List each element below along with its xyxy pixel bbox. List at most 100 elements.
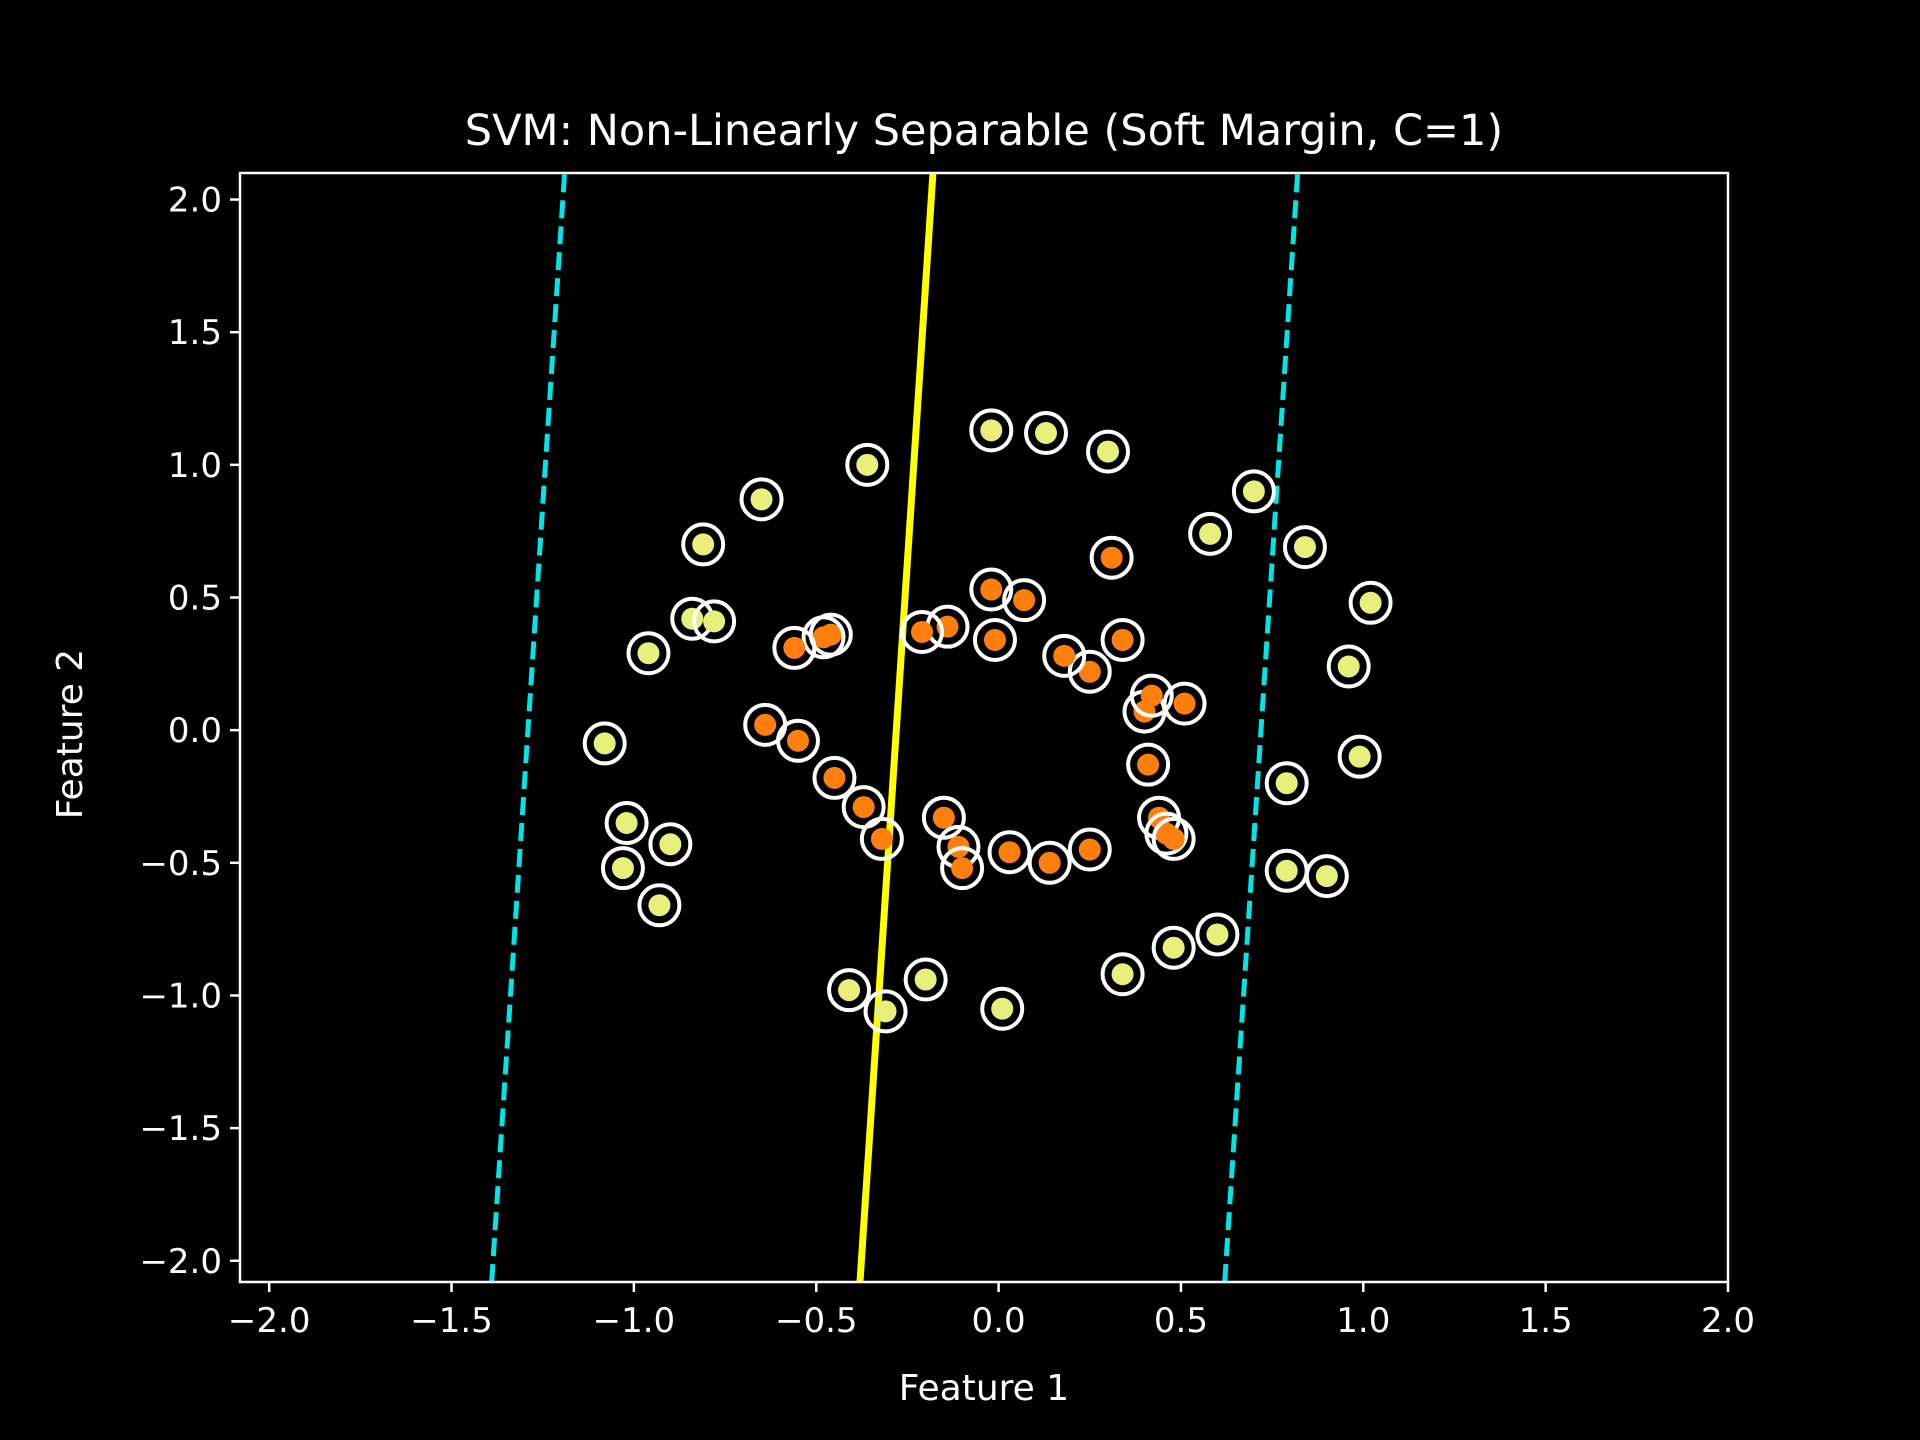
x-tick-label-3: −1.0 xyxy=(593,1301,676,1341)
x-tick-label-6: 0.5 xyxy=(1154,1301,1208,1341)
outer-point-6 xyxy=(637,642,660,665)
x-tick-label-8: 1.5 xyxy=(1519,1301,1573,1341)
outer-point-5 xyxy=(659,833,682,856)
inner-support-vector-ring-29 xyxy=(772,625,817,670)
outer-support-vector-ring-4 xyxy=(637,883,682,928)
chart-title: SVM: Non-Linearly Separable (Soft Margin… xyxy=(465,106,1503,156)
outer-support-vector-ring-20 xyxy=(1337,734,1382,779)
x-tick-label-1: −2.0 xyxy=(228,1301,311,1341)
inner-point-4 xyxy=(852,796,875,819)
inner-point-1 xyxy=(754,713,777,736)
inner-support-vector-ring-24 xyxy=(972,617,1017,662)
inner-point-18 xyxy=(1173,692,1196,715)
margin-line-1 xyxy=(489,173,568,1282)
outer-point-11 xyxy=(856,453,879,476)
plot-frame xyxy=(238,171,1730,1284)
inner-support-vector-ring-10 xyxy=(1027,840,1072,885)
outer-point-17 xyxy=(1293,536,1316,559)
inner-support-vector-ring-17 xyxy=(1129,673,1174,718)
x-tick-label-5: 0.0 xyxy=(972,1301,1026,1341)
outer-support-vector-ring-28 xyxy=(903,957,948,1002)
y-tick-label-5: 0.0 xyxy=(168,711,222,751)
outer-support-vector-ring-14 xyxy=(1086,429,1130,474)
outer-support-vector-ring-30 xyxy=(827,968,872,1013)
y-tick-label-7: 1.0 xyxy=(168,446,222,486)
inner-point-30 xyxy=(1100,546,1123,569)
outer-point-30 xyxy=(838,979,861,1002)
outer-support-vector-ring-29 xyxy=(863,989,908,1034)
outer-point-13 xyxy=(1035,422,1057,445)
y-tick-label-2: −1.5 xyxy=(139,1109,222,1149)
inner-point-11 xyxy=(1078,838,1101,861)
outer-support-vector-ring-2 xyxy=(604,801,649,846)
outer-point-23 xyxy=(1315,865,1338,888)
y-tick-label-6: 0.5 xyxy=(168,578,222,618)
y-tick-label-3: −1.0 xyxy=(139,976,222,1016)
outer-support-vector-ring-9 xyxy=(681,522,726,567)
y-tick-label-4: −0.5 xyxy=(139,844,222,884)
outer-point-7 xyxy=(681,607,704,630)
outer-point-12 xyxy=(980,419,1003,442)
inner-support-vector-ring-18 xyxy=(1162,681,1207,726)
inner-point-28 xyxy=(812,626,835,649)
outer-support-vector-ring-17 xyxy=(1282,525,1327,570)
inner-support-vector-ring-2 xyxy=(776,718,820,763)
y-axis-title: Feature 2 xyxy=(50,649,91,819)
outer-point-24 xyxy=(1206,923,1229,946)
inner-point-6 xyxy=(932,806,955,829)
outer-support-vector-ring-12 xyxy=(969,408,1014,453)
inner-point-20 xyxy=(1078,660,1101,683)
margin-line-2 xyxy=(1222,173,1301,1282)
inner-point-17 xyxy=(1140,684,1163,707)
outer-point-4 xyxy=(648,894,671,917)
outer-point-22 xyxy=(1275,859,1298,882)
outer-support-vector-ring-3 xyxy=(600,846,645,891)
outer-point-14 xyxy=(1097,440,1119,463)
outer-point-19 xyxy=(1337,655,1360,678)
outer-point-25 xyxy=(1162,936,1185,959)
inner-support-vector-ring-21 xyxy=(1042,633,1087,678)
outer-point-20 xyxy=(1348,745,1371,768)
outer-point-18 xyxy=(1359,591,1382,614)
outer-point-27 xyxy=(991,997,1014,1020)
inner-point-21 xyxy=(1053,644,1076,667)
inner-support-vector-ring-9 xyxy=(987,830,1032,875)
inner-point-15 xyxy=(1137,753,1160,776)
inner-point-3 xyxy=(823,766,846,789)
outer-point-28 xyxy=(914,968,937,991)
inner-support-vector-ring-30 xyxy=(1089,535,1134,580)
inner-support-vector-ring-15 xyxy=(1126,742,1171,787)
inner-support-vector-ring-20 xyxy=(1067,649,1112,694)
inner-point-2 xyxy=(787,729,809,752)
outer-support-vector-ring-26 xyxy=(1100,952,1145,997)
outer-support-vector-ring-19 xyxy=(1326,644,1371,689)
outer-support-vector-ring-18 xyxy=(1348,580,1393,625)
outer-support-vector-ring-27 xyxy=(980,986,1025,1031)
inner-point-23 xyxy=(980,578,1003,601)
x-axis-title: Feature 1 xyxy=(899,1368,1069,1409)
inner-point-24 xyxy=(983,628,1006,651)
inner-point-9 xyxy=(998,841,1021,864)
outer-support-vector-ring-23 xyxy=(1304,854,1349,899)
inner-point-14 xyxy=(1162,827,1185,850)
inner-support-vector-ring-19 xyxy=(1100,617,1145,662)
y-tick-label-9: 2.0 xyxy=(168,181,222,221)
outer-support-vector-ring-13 xyxy=(1024,411,1068,456)
inner-support-vector-ring-3 xyxy=(812,755,857,800)
outer-support-vector-ring-1 xyxy=(582,721,627,766)
outer-point-9 xyxy=(692,533,715,556)
outer-support-vector-ring-8 xyxy=(692,599,737,644)
outer-point-15 xyxy=(1199,522,1222,545)
outer-point-26 xyxy=(1111,963,1134,986)
outer-support-vector-ring-16 xyxy=(1231,469,1276,514)
outer-support-vector-ring-24 xyxy=(1195,912,1240,957)
outer-point-16 xyxy=(1242,480,1265,503)
inner-support-vector-ring-11 xyxy=(1067,827,1112,872)
inner-point-5 xyxy=(870,827,893,850)
outer-support-vector-ring-10 xyxy=(739,477,784,522)
inner-point-26 xyxy=(911,620,933,643)
inner-support-vector-ring-28 xyxy=(801,615,846,660)
outer-support-vector-ring-25 xyxy=(1151,925,1196,970)
